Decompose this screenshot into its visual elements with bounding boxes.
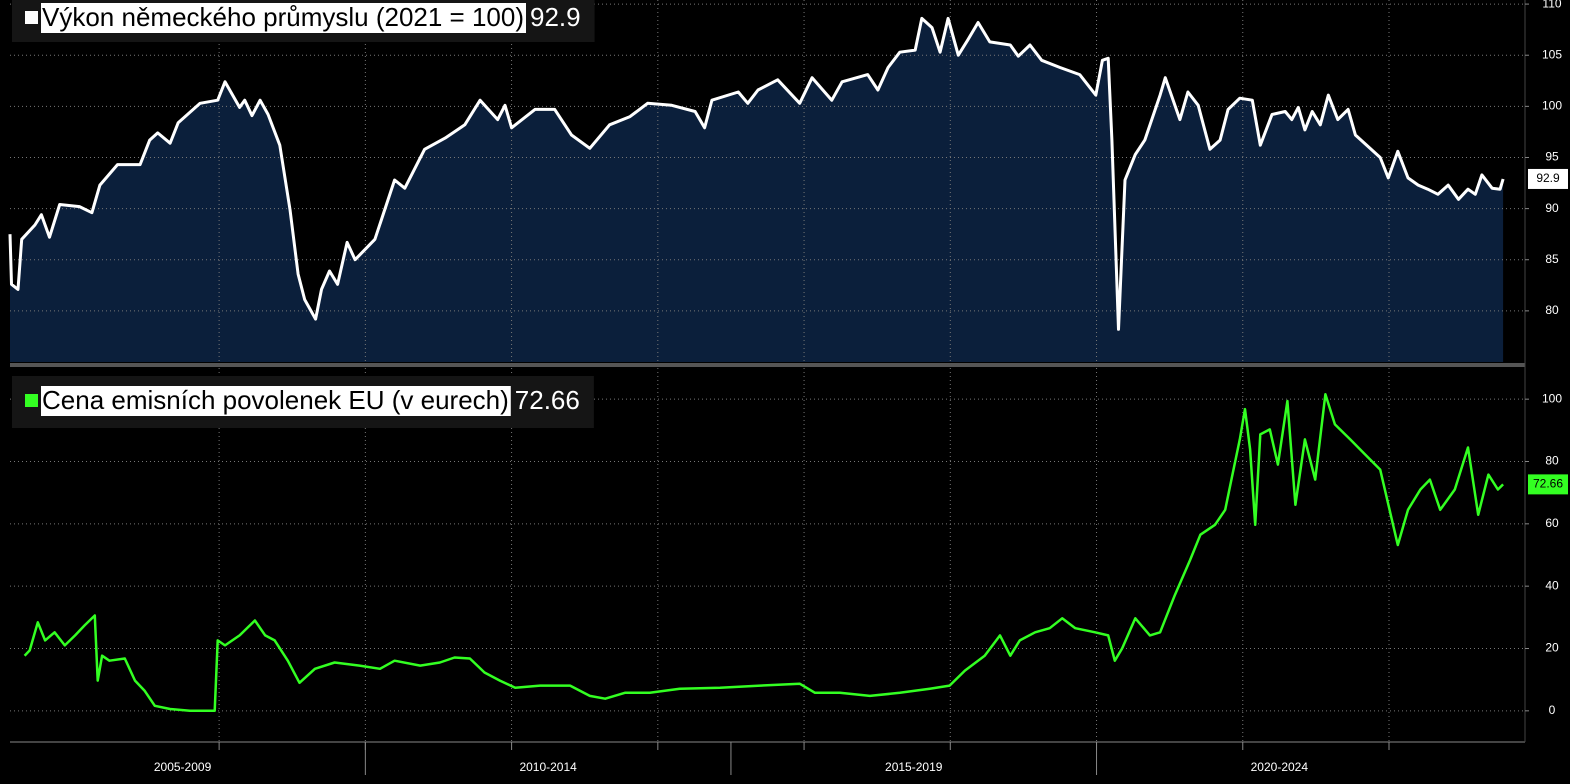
legend-title: Cena emisních povolenek EU (v eurech) xyxy=(42,385,509,415)
legend-value: 72.66 xyxy=(515,385,580,415)
last-value-label: 92.9 xyxy=(1536,171,1560,185)
y-tick-label: 80 xyxy=(1545,303,1559,317)
legend-marker xyxy=(25,11,38,24)
x-tick-label: 2020-2024 xyxy=(1251,760,1309,774)
legend-value: 92.9 xyxy=(530,2,581,32)
x-tick-label: 2015-2019 xyxy=(885,760,943,774)
last-value-label: 72.66 xyxy=(1533,477,1563,491)
last-value-tag xyxy=(1528,474,1568,495)
legend-title: Výkon německého průmyslu (2021 = 100) xyxy=(42,2,524,32)
y-tick-label: 80 xyxy=(1545,454,1559,468)
y-tick-label: 40 xyxy=(1545,578,1559,592)
area xyxy=(10,18,1504,363)
y-tick-label: 95 xyxy=(1545,150,1559,164)
line xyxy=(23,392,1504,713)
title-highlight xyxy=(41,3,526,33)
y-tick-label: 105 xyxy=(1542,47,1562,61)
y-tick-label: 85 xyxy=(1545,252,1559,266)
y-tick-label: 0 xyxy=(1549,703,1556,717)
y-tick-label: 100 xyxy=(1542,391,1562,405)
x-tick-label: 2010-2014 xyxy=(519,760,577,774)
line xyxy=(8,16,1505,331)
y-tick-label: 20 xyxy=(1545,641,1559,655)
legend-marker xyxy=(25,394,38,407)
x-tick-label: 2005-2009 xyxy=(154,760,212,774)
y-tick-label: 110 xyxy=(1542,0,1561,10)
panel-separator xyxy=(10,363,1525,367)
y-tick-label: 100 xyxy=(1542,99,1562,113)
title-highlight xyxy=(41,386,511,416)
last-value-tag xyxy=(1528,168,1568,189)
y-tick-label: 60 xyxy=(1545,516,1559,530)
y-tick-label: 90 xyxy=(1545,201,1559,215)
